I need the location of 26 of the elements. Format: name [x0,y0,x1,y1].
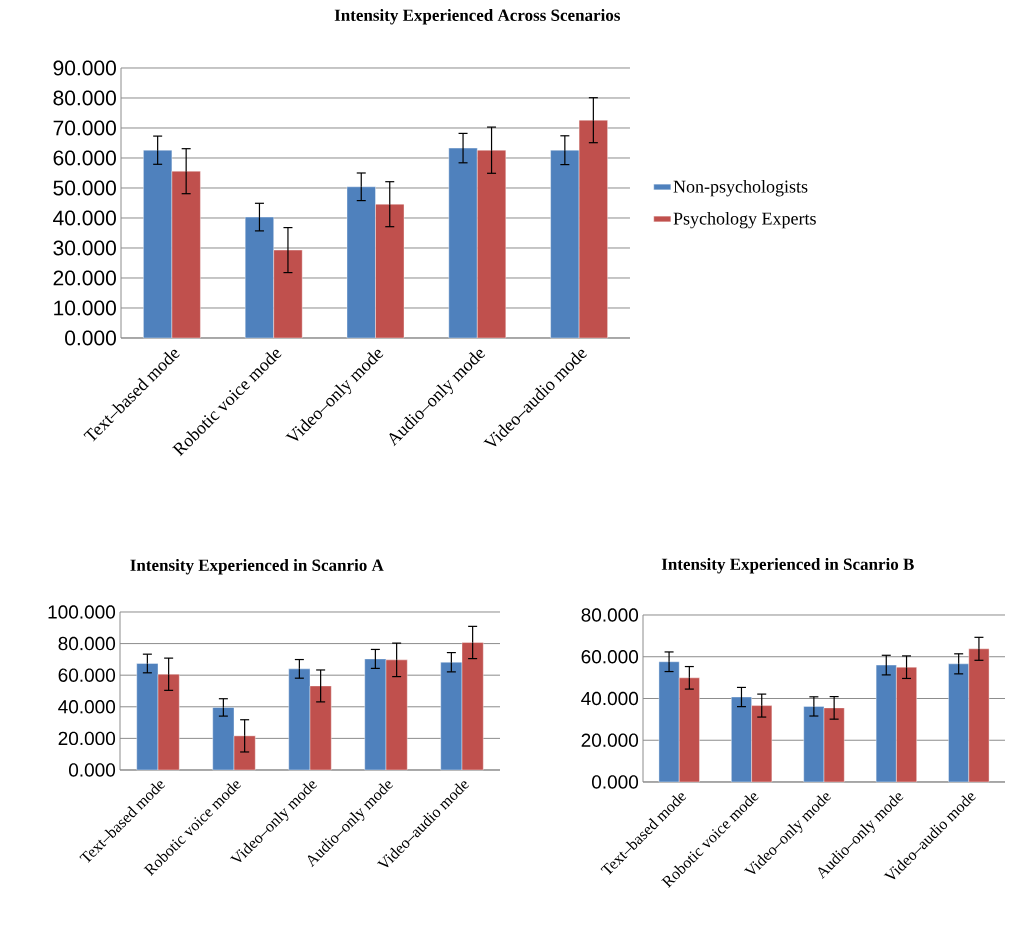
y-tick-label: 80.000 [53,90,116,106]
legend-label: Non-psychologists [673,179,808,197]
y-tick-label: 60.000 [58,668,116,682]
y-tick-label: 40.000 [53,210,116,226]
chart-title: Intensity Experienced in Scanrio A [130,558,384,575]
legend-label: Psychology Experts [673,211,816,229]
y-tick-label: 40.000 [581,691,639,706]
y-tick-label: 0.000 [69,763,116,777]
chart-title: Intensity Experienced Across Scenarios [334,9,621,25]
y-tick-label: 20.000 [58,731,116,746]
y-tick-label: 80.000 [58,636,116,651]
y-tick-label: 60.000 [53,150,116,166]
y-tick-label: 80.000 [581,608,639,622]
y-tick-label: 50.000 [53,180,116,196]
y-tick-label: 90.000 [53,60,116,76]
y-tick-label: 60.000 [581,650,639,664]
y-tick-label: 0.000 [592,775,639,789]
y-tick-label: 20.000 [53,270,116,286]
y-tick-label: 20.000 [581,733,639,747]
y-tick-label: 40.000 [58,700,116,714]
y-tick-label: 10.000 [54,300,116,316]
y-tick-label: 70.000 [53,120,116,136]
y-tick-label: 100.000 [48,605,116,619]
chart-title: Intensity Experienced in Scanrio B [661,558,914,574]
y-tick-label: 30.000 [53,240,116,256]
y-tick-label: 0.000 [65,330,116,346]
